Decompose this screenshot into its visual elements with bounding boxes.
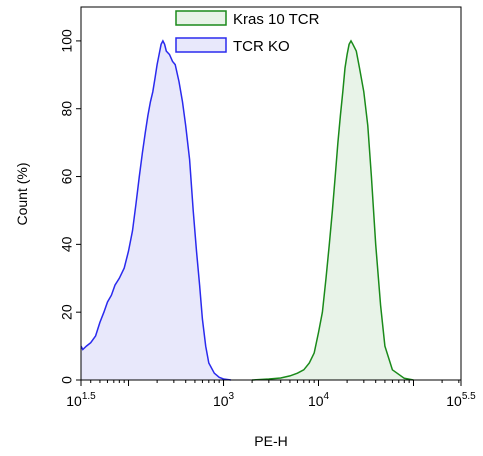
y-tick-label: 0 — [59, 376, 75, 384]
y-tick-label: 80 — [59, 101, 75, 117]
y-tick-label: 20 — [59, 304, 75, 320]
legend-swatch-kras-10-tcr — [175, 10, 227, 26]
series-fill-tcr-ko — [81, 40, 231, 381]
legend: Kras 10 TCR TCR KO — [175, 10, 320, 55]
x-tick-label: 104 — [308, 391, 330, 409]
x-tick-label: 101.5 — [66, 391, 96, 409]
x-axis-title: PE-H — [254, 433, 287, 449]
x-tick-label: 103 — [213, 391, 235, 409]
x-tick-label: 105.5 — [446, 391, 476, 409]
legend-swatch-tcr-ko — [175, 37, 227, 53]
y-tick-label: 40 — [59, 236, 75, 252]
plot-frame — [80, 6, 462, 381]
y-axis: 0 20 40 60 80 100 — [59, 29, 81, 384]
series-line-kras-10-tcr — [252, 39, 414, 381]
y-axis-title: Count (%) — [14, 162, 30, 225]
legend-label-tcr-ko: TCR KO — [233, 38, 290, 55]
x-axis: 101.5 103 104 105.5 — [66, 380, 476, 409]
y-tick-label: 60 — [59, 169, 75, 185]
legend-label-kras-10-tcr: Kras 10 TCR — [233, 11, 320, 28]
y-tick-label: 100 — [59, 29, 75, 53]
plot-area — [80, 39, 414, 381]
series-line-tcr-ko — [80, 39, 232, 381]
